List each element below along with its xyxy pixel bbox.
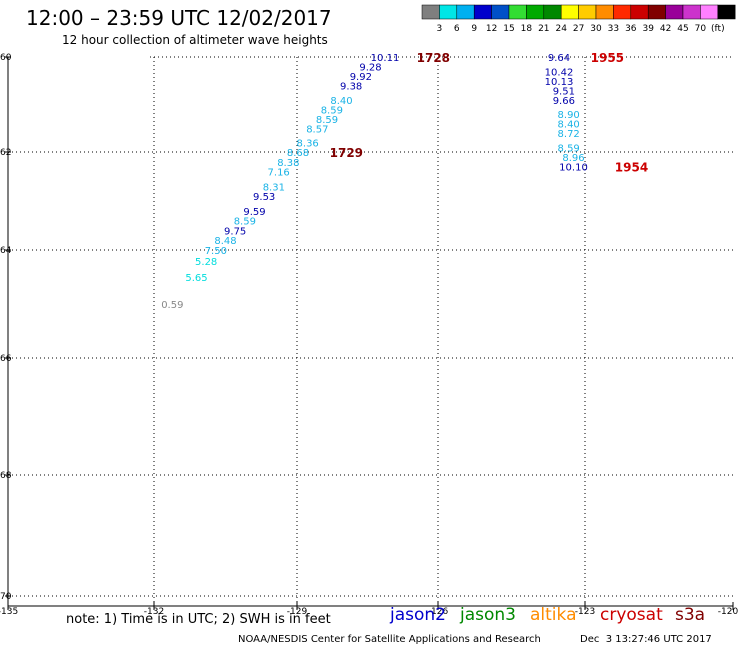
y-tick-label: 64	[0, 246, 12, 256]
footer-timestamp: Dec 3 13:27:46 UTC 2017	[580, 634, 712, 645]
swh-value: 8.48	[214, 236, 236, 247]
color-legend: 3 6 9 12 15 18 21 24 27 30 33 36 39 42 45 70 (ft)	[421, 4, 736, 34]
x-tick-label: -129	[287, 607, 308, 617]
legend-tick: 33	[608, 24, 619, 34]
swh-value: 8.57	[306, 124, 328, 135]
satellite-cryosat: cryosat	[600, 605, 663, 625]
swh-value: 9.38	[340, 82, 362, 93]
swh-value: 10.13	[545, 77, 574, 88]
y-tick-label: 62	[0, 148, 11, 158]
legend-tick: 45	[677, 24, 688, 34]
y-tick-label: 60	[0, 53, 12, 63]
swh-value: 9.28	[359, 63, 381, 74]
swh-value: 5.28	[195, 257, 217, 268]
satellite-s3a: s3a	[675, 605, 706, 625]
y-tick-label: 68	[0, 471, 12, 481]
swh-value: 9.51	[553, 86, 575, 97]
swh-value: 8.72	[558, 129, 580, 140]
legend-tick: 9	[471, 24, 477, 34]
legend-tick: 18	[521, 24, 533, 34]
swh-value: 8.36	[297, 139, 319, 150]
legend-tick: 15	[503, 24, 514, 34]
legend-tick: 39	[642, 24, 654, 34]
x-tick-label: -135	[0, 607, 18, 617]
swh-value: 8.38	[277, 158, 299, 169]
legend-tick: 36	[625, 24, 637, 34]
legend-tick: 30	[590, 24, 602, 34]
satellite-jason3: jason3	[460, 605, 516, 625]
legend-swatch	[717, 4, 736, 20]
swh-value: 9.53	[253, 192, 275, 203]
swh-value: 7.16	[268, 168, 290, 179]
y-tick-label: 66	[0, 354, 12, 364]
map-title: 12:00 – 23:59 UTC 12/02/2017	[26, 6, 332, 30]
legend-tick: 27	[573, 24, 584, 34]
legend-tick: 21	[538, 24, 549, 34]
swh-value: 9.92	[350, 72, 372, 83]
swh-value: 10.11	[371, 53, 400, 64]
pass-time-label: 1954	[615, 161, 648, 175]
swh-value: 5.65	[185, 273, 207, 284]
swh-value: 8.40	[330, 96, 352, 107]
swh-value: 10.10	[559, 163, 588, 174]
swh-value: 9.66	[553, 96, 575, 107]
x-tick-label: -120	[718, 607, 739, 617]
x-tick-label: -123	[575, 607, 595, 617]
footer-credit: NOAA/NESDIS Center for Satellite Applica…	[238, 634, 541, 645]
legend-tick: 24	[555, 24, 567, 34]
legend-tick: (ft)	[711, 24, 725, 34]
swh-value: 8.90	[558, 110, 580, 121]
swh-value: 8.40	[558, 120, 580, 131]
satellite-jason2: jason2	[390, 605, 446, 625]
swh-value: 0.59	[161, 300, 183, 311]
swh-value: 9.64	[548, 53, 570, 64]
swh-value: 8.59	[234, 217, 256, 228]
legend-tick: 6	[454, 24, 460, 34]
legend-tick: 70	[695, 24, 707, 34]
x-tick-label: -132	[144, 607, 164, 617]
map-subtitle: 12 hour collection of altimeter wave hei…	[62, 33, 328, 47]
legend-tick: 3	[437, 24, 443, 34]
legend-tick: 42	[660, 24, 671, 34]
legend-tick: 12	[486, 24, 497, 34]
pass-time-label: 1955	[591, 51, 624, 65]
swh-value: 10.42	[545, 67, 574, 78]
satellite-altika: altika	[530, 605, 577, 625]
swh-value: 8.96	[562, 153, 584, 164]
swh-value: 9.75	[224, 226, 246, 237]
swh-value: 8.59	[558, 143, 580, 154]
pass-time-label: 1728	[417, 51, 450, 65]
pass-time-label: 1729	[330, 146, 363, 160]
units-note: note: 1) Time is in UTC; 2) SWH is in fe…	[66, 612, 331, 627]
swh-value: 8.68	[287, 148, 309, 159]
swh-value: 9.59	[243, 207, 265, 218]
swh-value: 8.31	[263, 182, 285, 193]
swh-value: 7.50	[205, 246, 227, 257]
swh-value: 8.59	[316, 115, 338, 126]
x-tick-label: -126	[428, 607, 449, 617]
y-tick-label: 70	[0, 592, 12, 602]
swh-value: 8.59	[321, 105, 343, 116]
